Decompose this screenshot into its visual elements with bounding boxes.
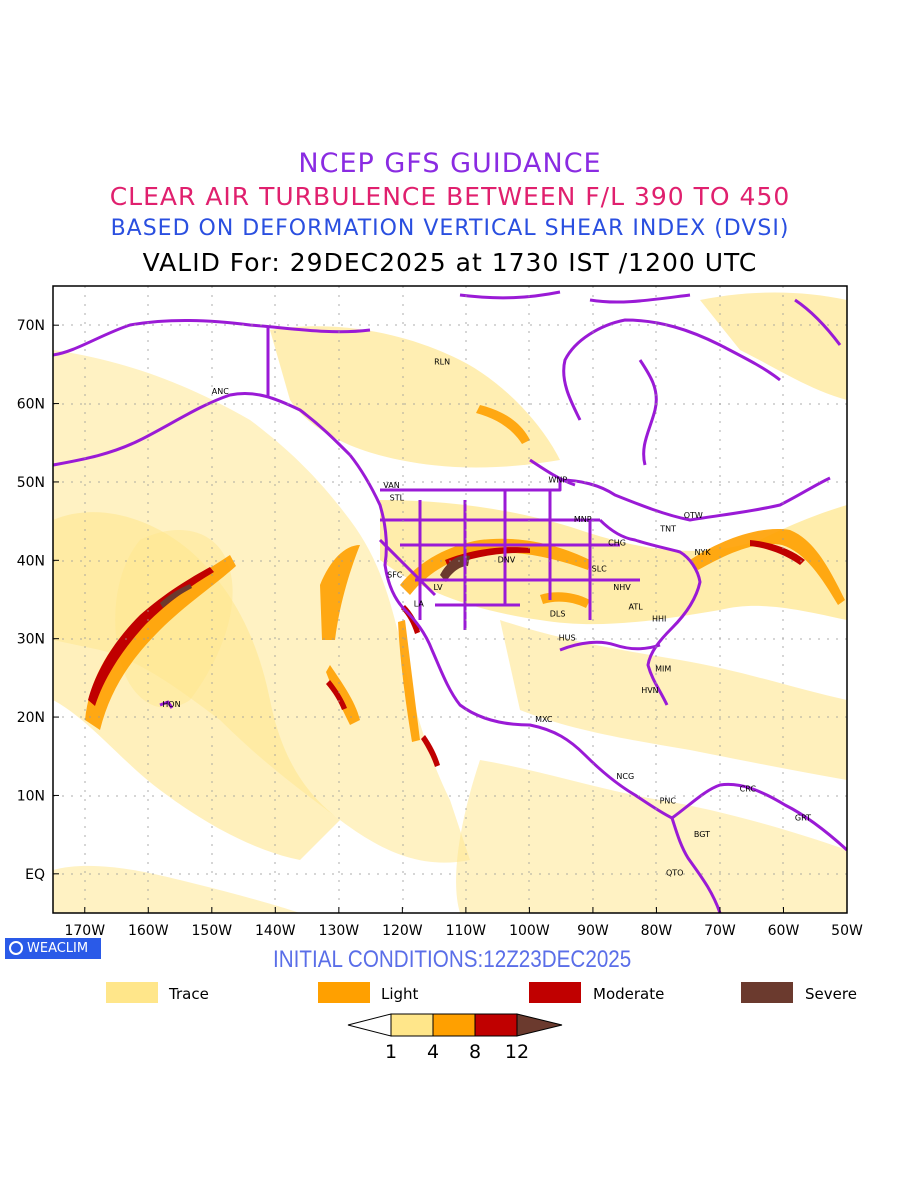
legend-swatch-light <box>318 982 370 1003</box>
lat-tick-label: 10N <box>17 788 45 804</box>
station-label-stl: STL <box>390 494 405 503</box>
station-label-hhi: HHI <box>652 614 666 623</box>
station-label-chg: CHG <box>608 538 626 547</box>
station-label-hus: HUS <box>559 633 576 642</box>
station-label-crc: CRC <box>740 785 757 794</box>
title-method: BASED ON DEFORMATION VERTICAL SHEAR INDE… <box>110 216 790 241</box>
station-label-pnc: PNC <box>660 796 677 805</box>
light-areas <box>85 405 845 742</box>
colorbar: 1 4 8 12 <box>347 1013 563 1063</box>
boundaries <box>53 290 847 913</box>
station-label-grt: GRT <box>795 814 811 823</box>
station-label-lv: LV <box>433 583 443 592</box>
station-label-bgt: BGT <box>694 830 710 839</box>
station-label-tnt: TNT <box>659 524 676 533</box>
lon-tick-label: 120W <box>382 923 423 939</box>
colorbar-tick: 12 <box>505 1041 529 1063</box>
station-label-anc: ANC <box>212 387 229 396</box>
lat-tick-label: 20N <box>17 710 45 726</box>
station-label-rln: RLN <box>434 357 450 366</box>
station-label-mnp: MNP <box>574 515 592 524</box>
legend-label-trace: Trace <box>169 985 209 1003</box>
station-label-wnp: WNP <box>548 476 567 485</box>
station-label-nyk: NYK <box>695 548 712 557</box>
colorbar-trace <box>390 1013 434 1037</box>
lon-tick-label: 50W <box>831 923 863 939</box>
station-label-nhv: NHV <box>613 583 631 592</box>
map-frame <box>52 285 848 914</box>
station-label-sfc: SFC <box>387 571 403 580</box>
initial-conditions: INITIAL CONDITIONS:12Z23DEC2025 <box>273 946 632 973</box>
colorbar-light <box>432 1013 476 1037</box>
lon-tick-label: 150W <box>192 923 233 939</box>
lon-tick-label: 170W <box>64 923 105 939</box>
lon-tick-label: 100W <box>509 923 550 939</box>
axis-ticks: 170W 160W 150W 140W 130W 120W 110W 100W 90W 80W 70… <box>17 318 863 939</box>
colorbar-tick: 1 <box>385 1041 397 1063</box>
legend-label-light: Light <box>381 985 419 1003</box>
legend-swatch-trace <box>106 982 158 1003</box>
lon-tick-label: 70W <box>704 923 736 939</box>
severe-areas <box>160 555 470 608</box>
lat-tick-label: 70N <box>17 318 45 334</box>
station-label-ncg: NCG <box>616 772 634 781</box>
lon-tick-label: 60W <box>768 923 800 939</box>
lon-tick-label: 160W <box>128 923 169 939</box>
badge-label: WEACLIM <box>27 941 89 956</box>
map-field: ANC RLN VAN STL WNP MNP OTW TNT CHG NYK DNV SLC SFC N… <box>53 286 847 913</box>
legend-swatch-moderate <box>529 982 581 1003</box>
lat-tick-label: 30N <box>17 632 45 648</box>
colorbar-low-triangle <box>347 1013 392 1037</box>
trace-areas <box>53 292 847 913</box>
station-label-la: LA <box>414 600 425 609</box>
station-label-van: VAN <box>383 481 399 490</box>
lon-tick-label: 90W <box>577 923 609 939</box>
station-label-otw: OTW <box>684 511 703 520</box>
weaclim-badge: WEACLIM <box>5 938 101 959</box>
station-label-hon: HON <box>162 700 180 709</box>
moderate-areas <box>88 540 805 767</box>
station-label-mxc: MXC <box>535 715 553 724</box>
station-labels: ANC RLN VAN STL WNP MNP OTW TNT CHG NYK DNV SLC SFC N… <box>162 357 811 877</box>
station-label-dnv: DNV <box>498 556 516 565</box>
legend-label-severe: Severe <box>805 985 857 1003</box>
station-label-hvn: HVN <box>641 686 658 695</box>
station-label-atl: ATL <box>628 603 643 612</box>
lon-tick-label: 130W <box>319 923 360 939</box>
weaclim-logo-icon <box>9 941 23 955</box>
colorbar-tick: 8 <box>469 1041 481 1063</box>
colorbar-moderate <box>474 1013 518 1037</box>
title-model: NCEP GFS GUIDANCE <box>298 148 602 179</box>
gridlines <box>53 286 847 913</box>
lon-tick-label: 110W <box>446 923 487 939</box>
station-label-mim: MIM <box>655 665 671 674</box>
title-product: CLEAR AIR TURBULENCE BETWEEN F/L 390 TO … <box>109 182 791 211</box>
lat-tick-label: 40N <box>17 553 45 569</box>
lon-tick-label: 140W <box>255 923 296 939</box>
lon-tick-label: 80W <box>641 923 673 939</box>
colorbar-high-triangle <box>516 1013 563 1037</box>
station-label-dls: DLS <box>550 610 566 619</box>
legend-label-moderate: Moderate <box>593 985 665 1003</box>
colorbar-tick: 4 <box>427 1041 439 1063</box>
station-label-slc: SLC <box>592 564 608 573</box>
title-valid-time: VALID For: 29DEC2025 at 1730 IST /1200 U… <box>142 248 758 277</box>
lat-tick-label: EQ <box>25 867 45 883</box>
station-label-qto: QTO <box>666 868 683 877</box>
lat-tick-label: 50N <box>17 475 45 491</box>
legend-swatch-severe <box>741 982 793 1003</box>
lat-tick-label: 60N <box>17 397 45 413</box>
